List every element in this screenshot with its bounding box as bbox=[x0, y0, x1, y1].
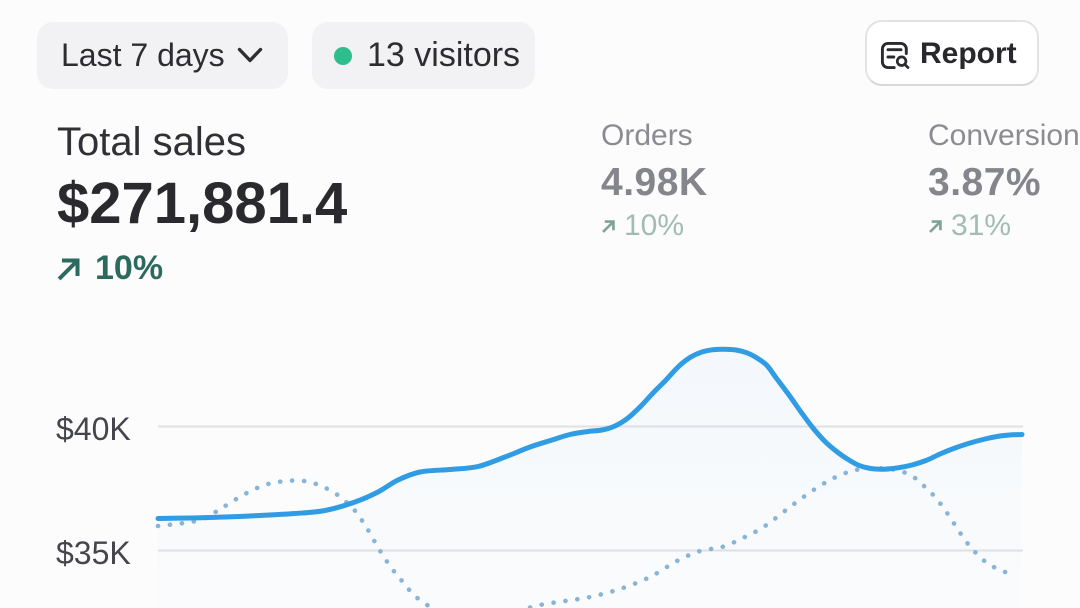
svg-text:$35K: $35K bbox=[56, 535, 131, 571]
svg-text:$40K: $40K bbox=[56, 411, 131, 447]
